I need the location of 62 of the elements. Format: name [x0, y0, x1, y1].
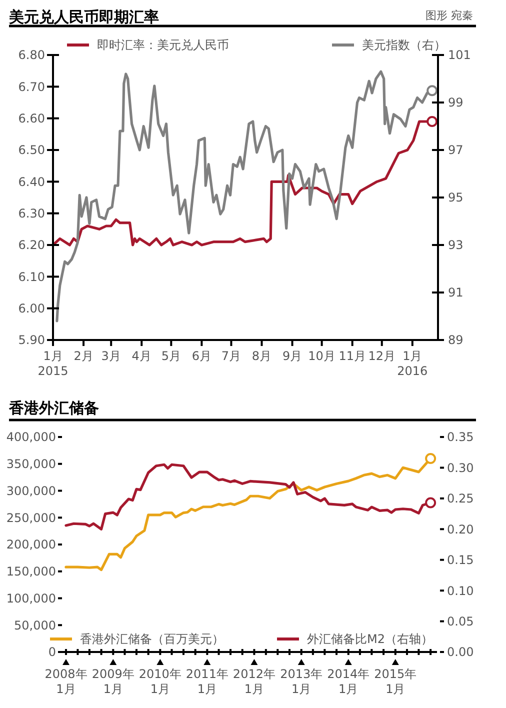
y-tick-label: 0 [48, 645, 56, 660]
x-tick-label: 5月 [161, 349, 181, 363]
legend-label: 外汇储备比M2（右轴） [307, 632, 433, 646]
y2-tick-label: 97 [448, 143, 464, 158]
y-tick-label: 350,000 [6, 457, 56, 472]
x-tick-label: 8月 [252, 349, 272, 363]
x-tick-label: 9月 [282, 349, 302, 363]
x-tick-label: 2008年 1月 [44, 667, 88, 696]
y-tick-label: 6.70 [18, 80, 45, 94]
x-tick-label: 12月 [368, 349, 396, 363]
x-tick-label: 2011年 1月 [186, 667, 228, 696]
y-tick-label: 400,000 [6, 430, 56, 444]
y2-tick-label: 0.15 [447, 553, 474, 568]
x-tick-label: 2015年 1月 [374, 667, 417, 696]
text: 图形 宛秦 [426, 9, 473, 22]
y-tick-label: 200,000 [6, 538, 56, 552]
legend-label: 即时汇率：美元兑人民币 [97, 38, 229, 52]
x-tick-label: 1月 2016 [397, 349, 428, 378]
chart-title: 美元兑人民币即期汇率 [8, 8, 159, 26]
y2-tick-label: 89 [448, 333, 464, 348]
y-tick-label: 6.10 [18, 270, 45, 284]
y2-tick-label: 101 [448, 48, 471, 62]
y-tick-label: 6.30 [18, 206, 45, 221]
y-tick-label: 6.80 [18, 48, 45, 62]
chart-title: 香港外汇储备 [8, 399, 99, 417]
x-tick-label: 2010年 1月 [138, 667, 182, 696]
y-tick-label: 6.60 [18, 112, 45, 126]
y2-tick-label: 0.10 [447, 584, 474, 598]
y-tick-label: 150,000 [6, 564, 56, 579]
y-tick-label: 100,000 [6, 591, 56, 606]
y-tick-label: 6.50 [18, 143, 45, 158]
y2-tick-label: 0.00 [447, 645, 474, 660]
x-tick-label: 1月 2015 [38, 349, 68, 378]
legend-label: 香港外汇储备（百万美元） [80, 632, 224, 646]
x-tick-label: 7月 [221, 349, 242, 363]
x-tick-label: 2月 [74, 349, 94, 363]
y2-tick-label: 99 [448, 96, 464, 110]
x-tick-label: 4月 [132, 349, 152, 363]
y2-tick-label: 0.30 [447, 460, 474, 475]
y-tick-label: 300,000 [6, 484, 56, 498]
y2-tick-label: 0.05 [447, 614, 474, 628]
x-tick-label: 2009年 1月 [92, 667, 134, 696]
x-tick-label: 2014年 1月 [327, 667, 370, 696]
y-tick-label: 6.00 [18, 302, 45, 316]
y-tick-label: 250,000 [6, 510, 56, 525]
y2-tick-label: 93 [448, 238, 464, 252]
x-tick-label: 2013年 1月 [280, 667, 323, 696]
legend-label: 美元指数（右） [362, 38, 446, 52]
y2-tick-label: 0.25 [447, 492, 474, 506]
y2-tick-label: 95 [448, 190, 464, 205]
y2-tick-label: 0.35 [447, 430, 474, 444]
y2-tick-label: 0.20 [447, 522, 474, 536]
y-tick-label: 5.90 [18, 333, 45, 348]
y2-tick-label: 91 [448, 286, 464, 300]
x-tick-label: 6月 [192, 349, 212, 363]
x-tick-label: 10月 [308, 349, 336, 363]
x-tick-label: 11月 [338, 349, 366, 363]
y-tick-label: 6.40 [18, 174, 45, 189]
x-tick-label: 3月 [101, 349, 121, 363]
x-tick-label: 2012年 1月 [232, 667, 276, 696]
y-tick-label: 6.20 [18, 238, 45, 252]
y-tick-label: 50,000 [14, 618, 56, 632]
